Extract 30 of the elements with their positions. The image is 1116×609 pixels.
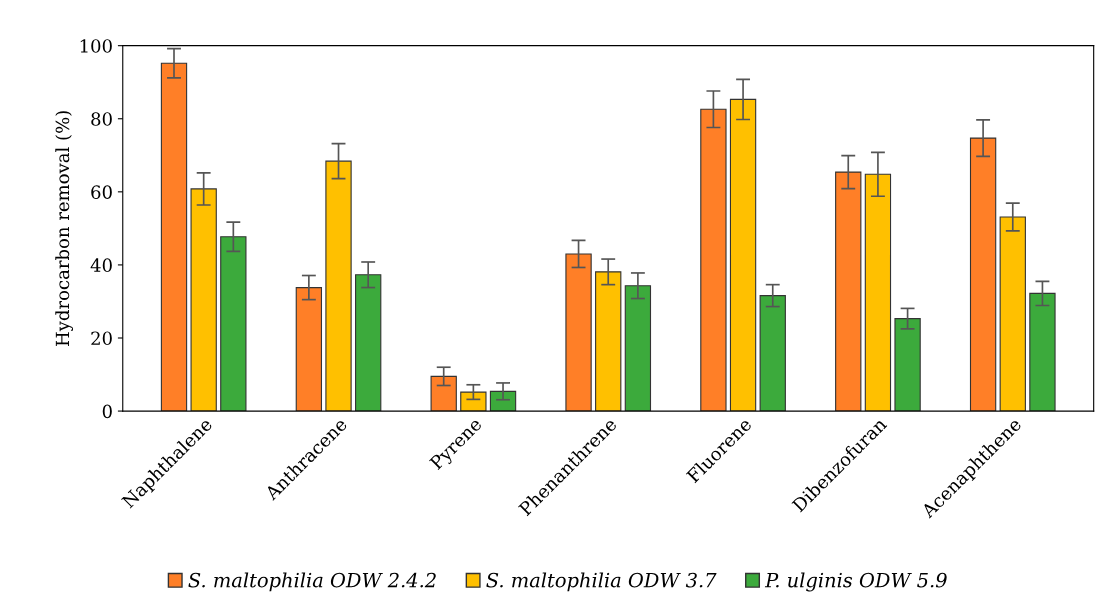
bar [759,295,786,412]
bar [325,160,352,412]
bar [835,171,862,412]
legend-label: S. maltophilia ODW 3.7 [486,572,717,592]
y-tick-label: 40 [90,258,112,273]
y-tick-label: 60 [91,185,112,199]
bar [190,188,217,412]
bar [969,137,997,412]
bar [565,253,592,412]
legend-label: S. maltophilia ODW 2.4.2 [188,572,436,592]
bar [624,285,652,412]
bar [295,287,323,412]
bar [460,391,487,412]
bar [430,375,457,412]
bar [595,271,622,412]
bar [729,98,757,412]
bar [894,318,921,412]
y-tick-label: 100 [80,39,112,53]
bar [160,62,188,412]
bar [999,216,1026,412]
bar [700,108,727,412]
y-tick-label: 20 [91,331,112,346]
y-tick-label: 80 [91,112,112,126]
y-axis-title: Hydrocarbon removal (%) [55,111,74,347]
legend-label: P. ulginis ODW 5.9 [764,572,947,592]
bar [220,236,247,412]
bar [1029,292,1056,412]
bar [355,274,382,412]
bar [864,173,892,412]
y-tick-label: 0 [102,404,112,419]
